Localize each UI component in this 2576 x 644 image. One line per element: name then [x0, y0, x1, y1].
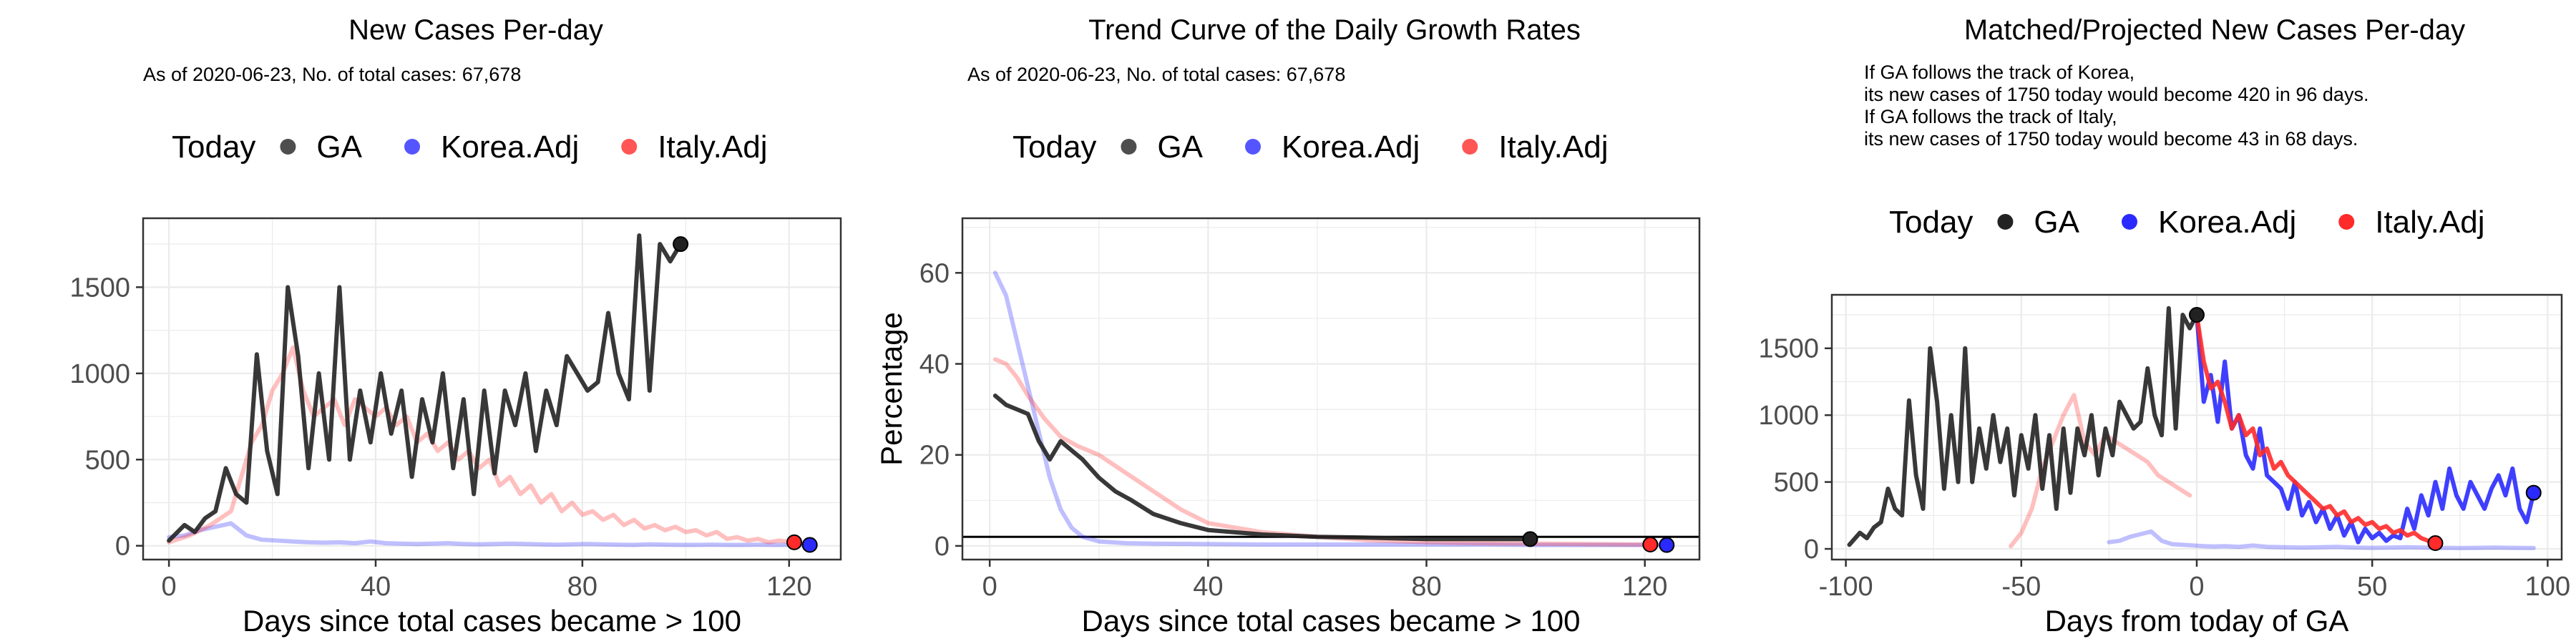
chart-title: New Cases Per-day [348, 14, 603, 46]
legend-key-italy-adj [621, 139, 638, 155]
chart-subtitle-line: As of 2020-06-23, No. of total cases: 67… [143, 64, 521, 85]
chart-subtitle-line: If GA follows the track of Korea, [1864, 62, 2135, 83]
panel-new-cases: New Cases Per-day As of 2020-06-23, No. o… [69, 14, 842, 638]
x-tick-label: 100 [2525, 572, 2570, 602]
y-tick-label: 40 [919, 350, 950, 380]
x-tick-label: -50 [2001, 572, 2041, 602]
y-tick-label: 20 [919, 441, 950, 471]
legend-key-korea-adj [2122, 214, 2137, 230]
x-tick-label: 120 [766, 572, 811, 602]
plot-area [962, 218, 1699, 560]
today-point-korea-adj [1659, 537, 1675, 553]
today-point-italy-adj [786, 534, 802, 550]
x-tick-label: 80 [567, 572, 597, 602]
y-tick-label: 60 [919, 258, 950, 288]
legend-key-korea-adj [404, 139, 420, 155]
x-axis-title: Days from today of GA [2045, 604, 2349, 638]
y-tick-label: 500 [85, 445, 130, 475]
series-line-italy-adj [992, 357, 1653, 547]
panel-growth-rates: Trend Curve of the Daily Growth Rates As … [874, 14, 1701, 638]
chart-subtitle-line: its new cases of 1750 today would become… [1864, 84, 2368, 105]
x-tick-label: 50 [2357, 572, 2387, 602]
y-tick-label: 0 [1804, 535, 1819, 565]
legend-label: Korea.Adj [441, 130, 579, 165]
legend-label: GA [2034, 205, 2079, 240]
legend-label: Italy.Adj [658, 130, 767, 165]
legend-label: GA [1157, 130, 1203, 165]
chart-title: Trend Curve of the Daily Growth Rates [1088, 14, 1581, 46]
chart-subtitle-line: If GA follows the track of Italy, [1864, 106, 2117, 127]
legend-title: Today [1889, 205, 1973, 240]
today-point-ga [673, 236, 689, 253]
chart-title: Matched/Projected New Cases Per-day [1964, 14, 2465, 46]
series-line-ga [992, 394, 1533, 542]
plot-border [961, 217, 1701, 561]
plot-area [143, 218, 841, 560]
legend-title: Today [172, 130, 255, 165]
legend-key-ga [280, 139, 296, 155]
plot-border [142, 217, 842, 561]
legend-key-italy-adj [1462, 139, 1478, 155]
legend-key-italy-adj [2338, 214, 2355, 230]
legend-label: Italy.Adj [1498, 130, 1608, 165]
legend-key-ga [1997, 214, 2014, 230]
legend-key-korea-adj [1245, 139, 1261, 155]
series-line-ga [167, 233, 683, 543]
x-tick-label: 120 [1622, 572, 1667, 602]
x-axis-title: Days since total cases became > 100 [243, 604, 741, 638]
today-point-italy-adj [1642, 537, 1659, 553]
chart-subtitle-line: As of 2020-06-23, No. of total cases: 67… [967, 64, 1345, 85]
series-line-korea-adj [992, 270, 1669, 547]
legend-label: GA [316, 130, 362, 165]
x-tick-label: 0 [2189, 572, 2204, 602]
x-axis-title: Days since total cases became > 100 [1082, 604, 1581, 638]
x-tick-label: 40 [1193, 572, 1223, 602]
plot-marks [1847, 306, 2536, 550]
today-point-korea-adj [2525, 484, 2542, 501]
y-tick-label: 500 [1774, 468, 1819, 498]
x-tick-label: 0 [162, 572, 177, 602]
plot-marks [167, 233, 812, 547]
legend-key-ga [1121, 139, 1137, 155]
legend-label: Korea.Adj [2158, 205, 2296, 240]
today-point-ga [2189, 307, 2205, 323]
y-tick-label: 0 [935, 532, 950, 562]
y-axis-title: Percentage [874, 312, 908, 466]
y-tick-label: 1000 [1758, 401, 1819, 431]
legend-label: Italy.Adj [2375, 205, 2484, 240]
today-point-korea-adj [801, 537, 818, 553]
y-tick-label: 1000 [69, 359, 130, 389]
series-line-ga [1847, 306, 2199, 547]
x-tick-label: 40 [361, 572, 391, 602]
x-tick-label: -100 [1819, 572, 1873, 602]
plot-marks [962, 270, 1699, 547]
today-point-ga [1522, 531, 1538, 547]
chart-subtitle-line: its new cases of 1750 today would become… [1864, 128, 2358, 150]
y-tick-label: 1500 [1758, 334, 1819, 364]
series-line-korea-adj [2107, 529, 2536, 550]
series-line-korea-adj [167, 521, 812, 547]
legend-title: Today [1013, 130, 1096, 165]
series-line-korea-adj [2195, 313, 2536, 545]
today-point-italy-adj [2427, 535, 2444, 552]
y-tick-label: 1500 [69, 273, 130, 303]
panel-projected-cases: Matched/Projected New Cases Per-day If GA… [1758, 14, 2570, 638]
x-tick-label: 80 [1411, 572, 1441, 602]
y-tick-label: 0 [115, 532, 130, 562]
legend-label: Korea.Adj [1282, 130, 1420, 165]
series-line-italy-adj [2195, 313, 2438, 545]
x-tick-label: 0 [982, 572, 997, 602]
